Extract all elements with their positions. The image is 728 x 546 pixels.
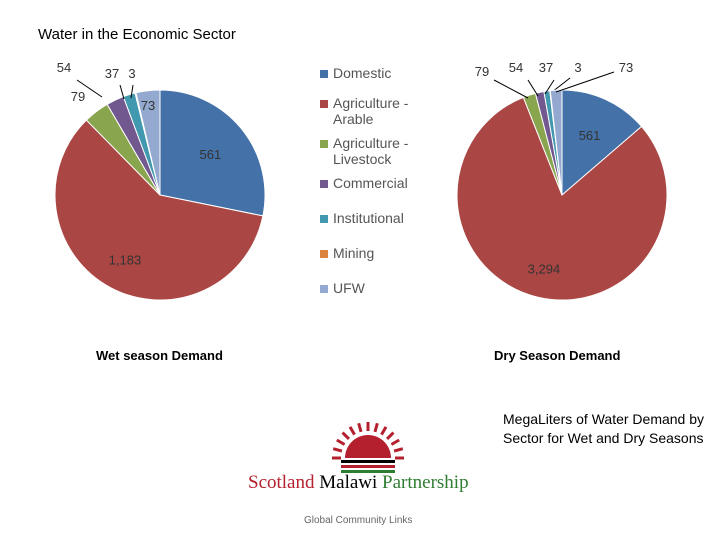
pie-chart-1: 561 3,294 79 54 37 3 73 — [456, 60, 668, 301]
leader-line — [76, 79, 103, 98]
sun-ray — [341, 431, 350, 440]
pie-slice-domestic — [561, 89, 643, 197]
leader-line — [493, 79, 529, 99]
legend-item: Agriculture - Arable — [320, 95, 443, 127]
data-label: 1,183 — [109, 253, 142, 268]
leader-line — [527, 79, 539, 97]
sun-ray — [357, 422, 363, 433]
page-title: Water in the Economic Sector — [38, 26, 236, 43]
chart-note: MegaLiters of Water Demand by Sector for… — [503, 411, 705, 446]
logo-scotland: Scotland — [248, 472, 315, 493]
pie-slice-agriculture-arable — [54, 119, 264, 301]
leader-line — [544, 79, 555, 95]
data-label: 54 — [509, 60, 523, 75]
legend-label: Institutional — [333, 210, 404, 226]
footer-text: Global Community Links — [304, 515, 413, 526]
legend-item: Domestic — [320, 65, 443, 81]
data-label: 79 — [475, 64, 489, 79]
leader-line — [119, 84, 125, 100]
pie-slice-ufw — [135, 89, 161, 196]
legend-item: UFW — [320, 280, 443, 296]
leader-line — [551, 77, 571, 93]
legend-label: UFW — [333, 280, 365, 296]
data-label: 3,294 — [528, 261, 561, 276]
legend-swatch — [320, 140, 328, 148]
logo-malawi: Malawi — [319, 472, 378, 493]
data-label: 3 — [574, 60, 581, 75]
legend-swatch — [320, 100, 328, 108]
sunrise-icon — [332, 422, 404, 473]
legend-label: Mining — [333, 245, 375, 261]
wet-chart-title: Wet season Demand — [96, 348, 223, 363]
data-label: 73 — [619, 60, 633, 75]
legend-swatch — [320, 180, 328, 188]
sun-ray — [393, 447, 404, 453]
data-label: 561 — [579, 128, 601, 143]
dry-chart-title: Dry Season Demand — [494, 348, 621, 363]
sun-ray — [332, 447, 343, 453]
legend-item: Agriculture - Livestock — [320, 135, 443, 167]
data-label: 54 — [57, 60, 71, 75]
legend-swatch — [320, 285, 328, 293]
sun-ray — [390, 438, 400, 446]
legend-swatch — [320, 215, 328, 223]
pie-slice-domestic — [159, 89, 266, 217]
sun-ray — [336, 438, 346, 446]
data-label: 79 — [71, 89, 85, 104]
pie-slice-agriculture-arable — [456, 96, 668, 301]
legend-item: Commercial — [320, 175, 443, 191]
leader-line — [555, 71, 615, 93]
legend-swatch — [320, 70, 328, 78]
legend-label: Domestic — [333, 65, 392, 81]
leader-line — [130, 84, 134, 99]
sun-ray — [380, 426, 388, 436]
legend-label: Commercial — [333, 175, 408, 191]
data-label: 37 — [539, 60, 553, 75]
data-label: 73 — [141, 98, 155, 113]
legend-item: Institutional — [320, 210, 443, 226]
data-label: 561 — [200, 147, 222, 162]
sun-ray — [348, 426, 356, 436]
sun-ray — [373, 422, 379, 433]
scotland-malawi-partnership-logo: Scotland Malawi Partnership — [248, 420, 488, 500]
legend-item: Mining — [320, 245, 443, 261]
sun-ray — [386, 431, 395, 440]
data-label: 37 — [105, 66, 119, 81]
data-label: 3 — [128, 66, 135, 81]
legend-label: Agriculture - Arable — [333, 95, 409, 127]
legend-label: Agriculture - Livestock — [333, 135, 409, 167]
legend-swatch — [320, 250, 328, 258]
logo-partnership: Partnership — [382, 472, 469, 493]
